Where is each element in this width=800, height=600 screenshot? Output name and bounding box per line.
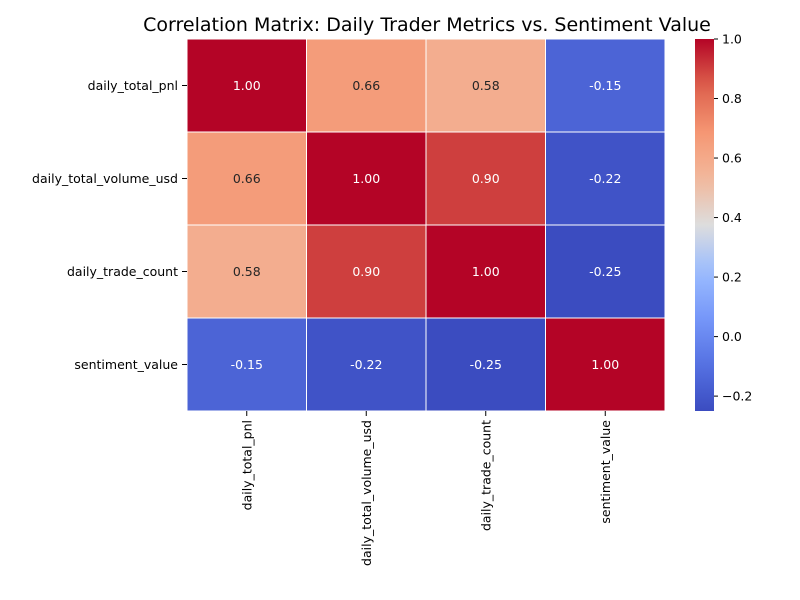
cell-value-label: 0.66	[233, 171, 261, 186]
cell-value-label: -0.22	[350, 357, 382, 372]
cell-value-label: 0.58	[233, 264, 261, 279]
colorbar-tick-label: −0.2	[722, 389, 752, 404]
column-tick-labels: daily_total_pnl daily_total_volume_usd dai…	[239, 411, 613, 566]
colorbar: −0.2 0.0 0.2 0.4 0.6 0.8 1.0	[695, 32, 752, 411]
row-tick-labels: daily_total_pnl daily_total_volume_usddai…	[32, 78, 187, 372]
colorbar-tick-label: 0.6	[722, 151, 742, 166]
colorbar-gradient	[695, 39, 714, 411]
column-tick-label: daily_total_pnl	[239, 420, 254, 510]
heatmap-cell	[186, 317, 307, 412]
cell-value-label: 1.00	[591, 357, 619, 372]
heatmap-cell	[425, 317, 546, 412]
heatmap-cell	[545, 131, 666, 226]
heatmap-cell	[306, 224, 427, 319]
cell-value-label: 0.90	[472, 171, 500, 186]
cell-value-label: 1.00	[352, 171, 380, 186]
colorbar-tick-label: 1.0	[722, 32, 742, 47]
row-tick-label: daily_total_pnl	[88, 78, 178, 93]
heatmap-cell	[306, 131, 427, 226]
cell-value-label: -0.22	[589, 171, 621, 186]
colorbar-tick-label: 0.8	[722, 91, 742, 106]
cell-value-label: 1.00	[233, 78, 261, 93]
cell-value-label: -0.25	[589, 264, 621, 279]
heatmap-cell	[425, 38, 546, 133]
heatmap-cell	[545, 224, 666, 319]
colorbar-tick-label: 0.0	[722, 329, 742, 344]
colorbar-tick-label: 0.2	[722, 270, 742, 285]
chart-title: Correlation Matrix: Daily Trader Metrics…	[143, 14, 711, 36]
column-tick-label: daily_trade_count	[478, 420, 493, 531]
cell-value-label: 0.90	[352, 264, 380, 279]
cell-value-label: -0.15	[231, 357, 263, 372]
heatmap-cell	[186, 131, 307, 226]
heatmap-cell	[545, 317, 666, 412]
colorbar-tick-label: 0.4	[722, 210, 742, 225]
heatmap-cells: 1.00 0.66 0.58 -0.15 0.66 1.00 0.90 -0.22 0.58 0.…	[186, 38, 666, 412]
cell-value-label: 0.66	[352, 78, 380, 93]
heatmap-cell	[306, 38, 427, 133]
cell-value-label: -0.25	[470, 357, 502, 372]
heatmap-cell	[306, 317, 427, 412]
row-tick-label: daily_trade_count	[67, 264, 178, 279]
cell-value-label: 1.00	[472, 264, 500, 279]
row-tick-label: sentiment_value	[74, 357, 178, 372]
cell-value-label: 0.58	[472, 78, 500, 93]
column-tick-label: sentiment_value	[598, 420, 613, 524]
heatmap-cell	[545, 38, 666, 133]
heatmap-cell	[186, 38, 307, 133]
row-tick-label: daily_total_volume_usd	[32, 171, 178, 186]
column-tick-label: daily_total_volume_usd	[359, 420, 374, 566]
cell-value-label: -0.15	[589, 78, 621, 93]
